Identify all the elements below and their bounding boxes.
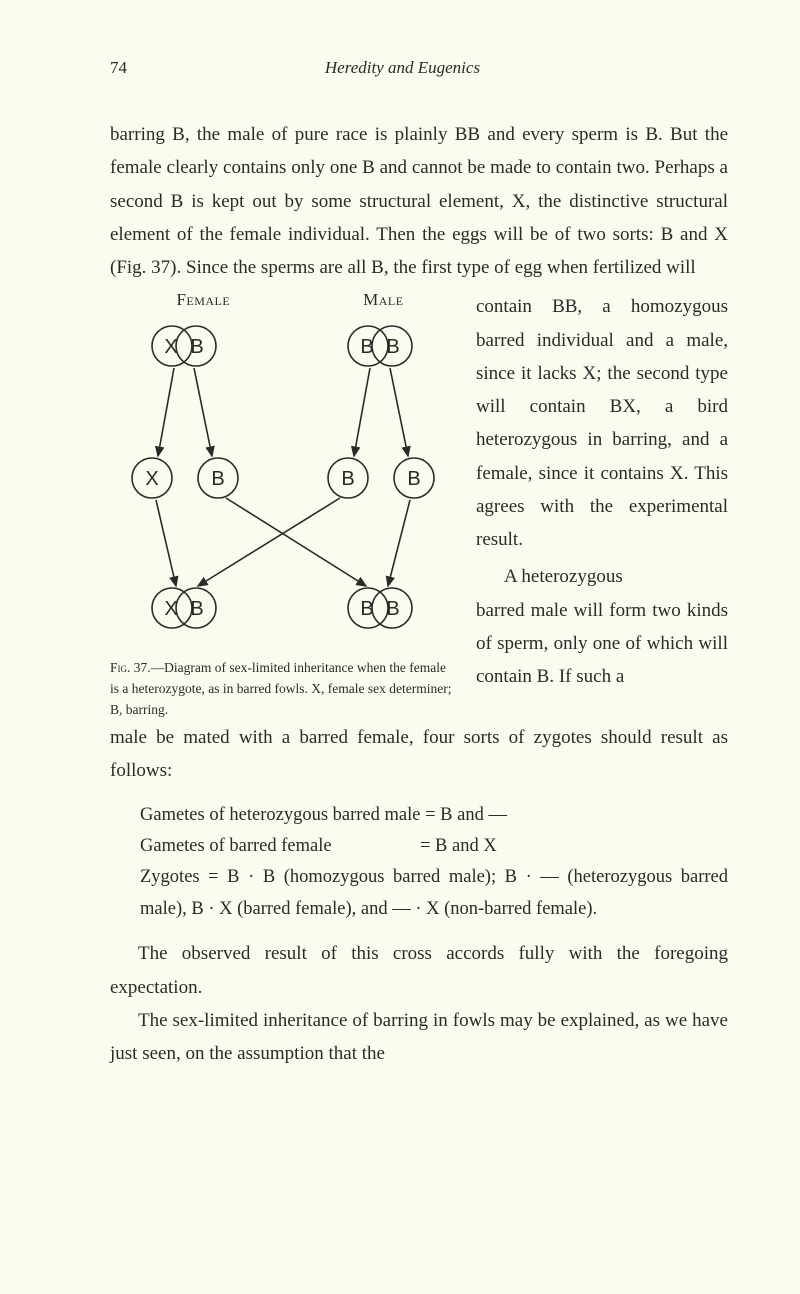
gametes-line-1: Gametes of heterozygous barred male = B … [140,800,728,831]
gametes-line-2b: = B and X [420,831,497,862]
svg-text:B: B [360,336,373,358]
svg-text:B: B [386,598,399,620]
svg-text:B: B [341,468,354,490]
svg-text:B: B [360,598,373,620]
figure-number: Fig. 37. [110,660,151,675]
diagram-column-labels: Female Male [110,290,470,310]
paragraph-1: barring B, the male of pure race is plai… [110,118,728,284]
female-label: Female [176,290,230,310]
right-text-2b: barred male will form two kinds of sperm… [476,600,728,688]
figure-caption-text: —Diagram of sex-limited inheritance when… [110,660,452,717]
paragraph-end-2: The sex-limited inheritance of barring i… [110,1004,728,1071]
figure-caption: Fig. 37.—Diagram of sex-limited inherita… [110,658,470,721]
svg-text:B: B [407,468,420,490]
paragraph-end-1: The observed result of this cross accord… [110,937,728,1004]
page-number: 74 [110,58,127,78]
svg-text:X: X [164,336,177,358]
right-text-2a: A heterozygous [504,566,623,587]
male-label: Male [363,290,403,310]
paragraph-after-diagram: male be mated with a barred female, four… [110,721,728,788]
svg-text:X: X [164,598,177,620]
svg-text:X: X [145,468,158,490]
gametes-block: Gametes of heterozygous barred male = B … [140,800,728,926]
svg-text:B: B [190,598,203,620]
svg-text:B: B [386,336,399,358]
right-text-1: contain BB, a homozy­gous barred individ… [476,296,728,550]
page-header: 74 Heredity and Eugenics [110,58,728,78]
gametes-line-2a: Gametes of barred female [140,831,420,862]
inheritance-diagram: XBBBXBBBXBBB [110,318,470,648]
running-head: Heredity and Eugenics [127,58,678,78]
right-column-text: contain BB, a homozy­gous barred individ… [470,290,728,693]
svg-text:B: B [211,468,224,490]
svg-text:B: B [190,336,203,358]
zygotes-line: Zygotes = B · B (homozygous barred male)… [110,862,728,925]
